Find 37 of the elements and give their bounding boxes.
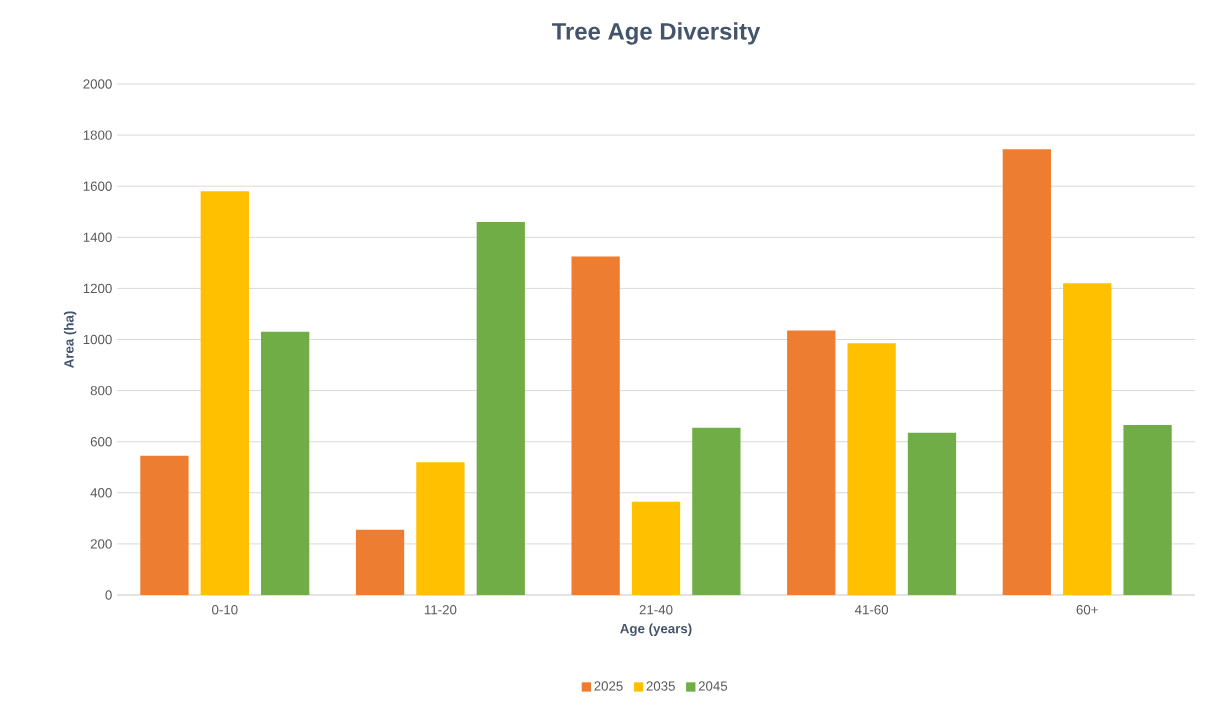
y-tick-label: 800 [90, 385, 112, 396]
x-axis-title: Age (years) [620, 623, 692, 636]
y-tick-label: 1200 [83, 283, 112, 294]
x-tick-label: 11-20 [424, 605, 457, 615]
y-tick-label: 1400 [83, 232, 112, 242]
bar [140, 455, 189, 595]
bar [631, 501, 681, 595]
y-tick-label: 0 [105, 590, 112, 600]
y-tick-label: 1000 [83, 334, 112, 345]
y-tick-label: 1800 [83, 130, 112, 140]
y-tick-label: 600 [90, 437, 112, 447]
bar [1063, 283, 1112, 595]
x-tick-label: 21-40 [639, 605, 673, 615]
bar [261, 331, 310, 595]
legend-label: 2045 [698, 681, 728, 691]
bar [847, 343, 896, 595]
bar [200, 191, 249, 595]
bar [787, 330, 836, 595]
y-tick-label: 200 [90, 539, 112, 549]
y-axis-title: Area (ha) [63, 311, 77, 368]
x-tick-label: 0-10 [212, 605, 238, 615]
bar [355, 529, 405, 595]
bar [907, 432, 957, 595]
x-tick-label: 60+ [1076, 605, 1098, 615]
y-tick-label: 1600 [83, 181, 112, 191]
bar [571, 256, 620, 595]
bar [692, 427, 741, 595]
bar [476, 221, 525, 595]
bar [1123, 425, 1172, 595]
y-tick-label: 2000 [83, 79, 112, 89]
legend-label: 2035 [646, 681, 675, 691]
bar [1002, 149, 1051, 595]
y-tick-label: 400 [90, 488, 112, 498]
x-tick-label: 41-60 [854, 605, 889, 615]
chart-title: Tree Age Diversity [551, 22, 761, 45]
bar [416, 462, 465, 595]
legend-label: 2025 [594, 681, 623, 691]
